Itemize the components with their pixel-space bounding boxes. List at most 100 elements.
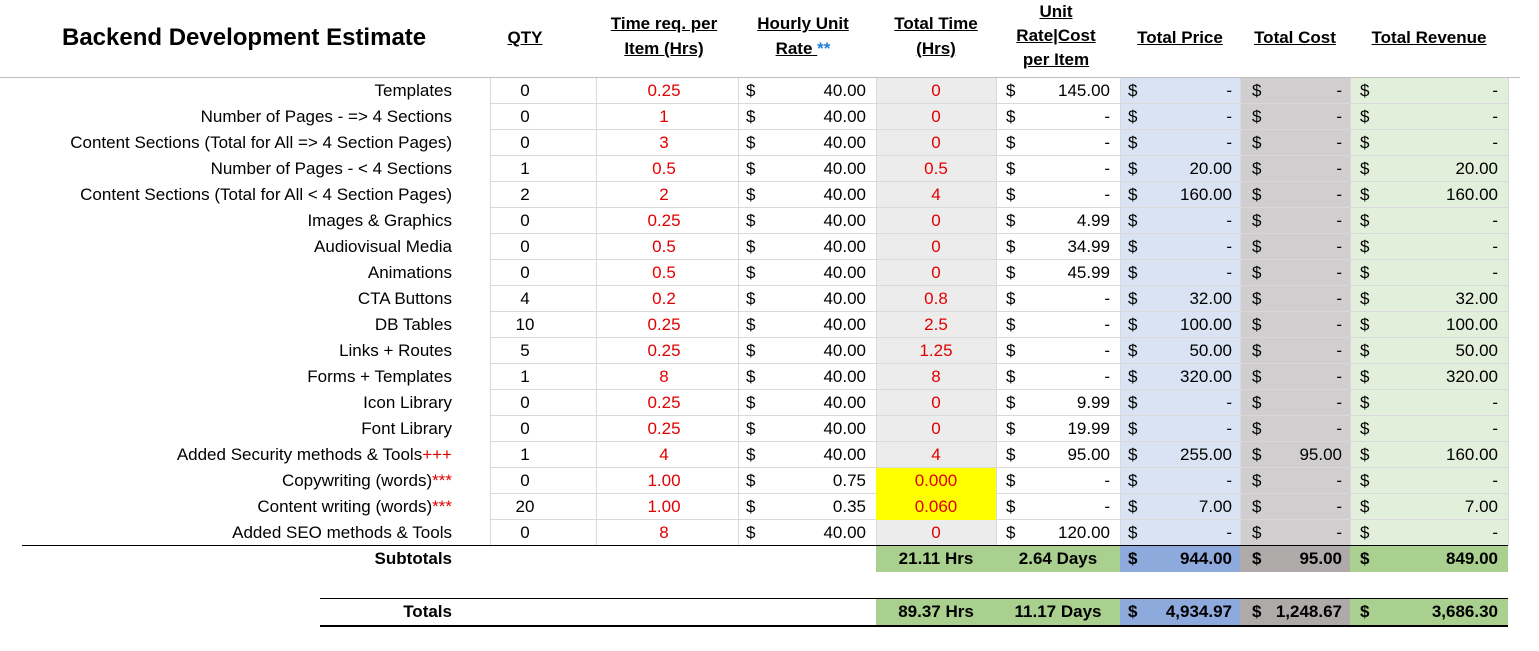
time-req-cell[interactable]: 1.00 [647,497,681,516]
hourly-rate-cell[interactable]: 40.00 [823,107,866,126]
qty-cell[interactable]: 5 [520,341,530,360]
qty-cell[interactable]: 1 [520,367,530,386]
currency-symbol: $ [746,211,756,230]
unit-rate-cell[interactable]: - [1104,133,1110,152]
qty-cell[interactable]: 0 [520,133,530,152]
time-req-cell[interactable]: 8 [659,523,669,542]
time-req-cell[interactable]: 0.25 [647,315,681,334]
unit-rate-cell[interactable]: - [1104,471,1110,490]
time-req-cell[interactable]: 4 [659,445,669,464]
qty-cell[interactable]: 0 [520,419,530,438]
qty-cell[interactable]: 0 [520,393,530,412]
unit-rate-cell[interactable]: - [1104,367,1110,386]
currency-symbol: $ [1006,497,1016,516]
currency-symbol: $ [1128,602,1138,621]
qty-cell[interactable]: 0 [520,107,530,126]
unit-rate-cell[interactable]: - [1104,341,1110,360]
total-price-cell: 100.00 [1180,315,1232,334]
grid-vline [490,78,491,546]
currency-symbol: $ [746,237,756,256]
currency-symbol: $ [1128,315,1138,334]
unit-rate-cell[interactable]: 4.99 [1076,211,1110,230]
unit-rate-cell[interactable]: - [1104,107,1110,126]
header-total-time[interactable]: Total Time (Hrs) [876,11,996,61]
header-total-cost[interactable]: Total Cost [1254,28,1336,47]
time-req-cell[interactable]: 1.00 [647,471,681,490]
unit-rate-cell[interactable]: - [1104,315,1110,334]
total-cost-cell: - [1336,341,1342,360]
header-hourly[interactable]: Hourly Unit Rate ** [738,11,868,61]
unit-rate-cell[interactable]: 9.99 [1076,393,1110,412]
hourly-rate-cell[interactable]: 40.00 [823,211,866,230]
qty-cell[interactable]: 2 [520,185,530,204]
time-req-cell[interactable]: 0.25 [647,211,681,230]
grid-vline [996,78,997,546]
time-req-cell[interactable]: 2 [659,185,669,204]
hourly-rate-cell[interactable]: 40.00 [823,523,866,542]
row-label-text: Icon Library [363,393,452,412]
header-unit-rate[interactable]: Unit Rate|Cost per Item [996,0,1116,72]
currency-symbol: $ [1360,315,1370,334]
hourly-rate-cell[interactable]: 40.00 [823,237,866,256]
time-req-cell[interactable]: 0.25 [647,393,681,412]
hourly-rate-cell[interactable]: 0.75 [832,471,866,490]
header-time-req[interactable]: Time req. per Item (Hrs) [596,11,732,61]
qty-cell[interactable]: 0 [520,211,530,230]
hourly-rate-cell[interactable]: 40.00 [823,445,866,464]
hourly-rate-cell[interactable]: 40.00 [823,185,866,204]
time-req-cell[interactable]: 0.5 [652,263,676,282]
hourly-rate-cell[interactable]: 0.35 [832,497,866,516]
qty-cell[interactable]: 0 [520,471,530,490]
unit-rate-cell[interactable]: - [1104,497,1110,516]
row-label-text: Images & Graphics [307,211,452,230]
qty-cell[interactable]: 20 [515,497,535,516]
time-req-cell[interactable]: 1 [659,107,669,126]
time-req-cell[interactable]: 8 [659,367,669,386]
total-cost-cell: - [1336,211,1342,230]
hourly-rate-cell[interactable]: 40.00 [823,341,866,360]
currency-symbol: $ [1252,211,1262,230]
unit-rate-cell[interactable]: 34.99 [1067,237,1110,256]
qty-cell[interactable]: 0 [520,237,530,256]
qty-cell[interactable]: 1 [520,159,530,178]
row-label-text: Audiovisual Media [314,237,452,256]
grid-hline [490,493,1508,494]
currency-symbol: $ [1360,289,1370,308]
qty-cell[interactable]: 4 [520,289,530,308]
row-label-text: Added SEO methods & Tools [232,523,452,542]
hourly-rate-cell[interactable]: 40.00 [823,263,866,282]
hourly-rate-cell[interactable]: 40.00 [823,393,866,412]
hourly-rate-cell[interactable]: 40.00 [823,81,866,100]
unit-rate-cell[interactable]: 19.99 [1067,419,1110,438]
unit-rate-cell[interactable]: 145.00 [1058,81,1110,100]
hourly-rate-cell[interactable]: 40.00 [823,315,866,334]
hourly-rate-cell[interactable]: 40.00 [823,159,866,178]
unit-rate-cell[interactable]: - [1104,289,1110,308]
time-req-cell[interactable]: 3 [659,133,669,152]
hourly-rate-cell[interactable]: 40.00 [823,289,866,308]
time-req-cell[interactable]: 0.25 [647,81,681,100]
time-req-cell[interactable]: 0.2 [652,289,676,308]
header-total-revenue[interactable]: Total Revenue [1371,28,1487,47]
unit-rate-cell[interactable]: - [1104,159,1110,178]
time-req-cell[interactable]: 0.25 [647,341,681,360]
time-req-cell[interactable]: 0.25 [647,419,681,438]
header-qty[interactable]: QTY [507,28,543,47]
header-total-price[interactable]: Total Price [1137,28,1223,47]
unit-rate-cell[interactable]: 95.00 [1067,445,1110,464]
unit-rate-cell[interactable]: 120.00 [1058,523,1110,542]
row-label: Links + Routes [0,338,452,364]
qty-cell[interactable]: 10 [515,315,535,334]
hourly-rate-cell[interactable]: 40.00 [823,133,866,152]
qty-cell[interactable]: 0 [520,81,530,100]
time-req-cell[interactable]: 0.5 [652,237,676,256]
time-req-cell[interactable]: 0.5 [652,159,676,178]
unit-rate-cell[interactable]: - [1104,185,1110,204]
unit-rate-cell[interactable]: 45.99 [1067,263,1110,282]
grid-hline [490,181,1508,182]
hourly-rate-cell[interactable]: 40.00 [823,419,866,438]
qty-cell[interactable]: 0 [520,263,530,282]
hourly-rate-cell[interactable]: 40.00 [823,367,866,386]
qty-cell[interactable]: 1 [520,445,530,464]
qty-cell[interactable]: 0 [520,523,530,542]
